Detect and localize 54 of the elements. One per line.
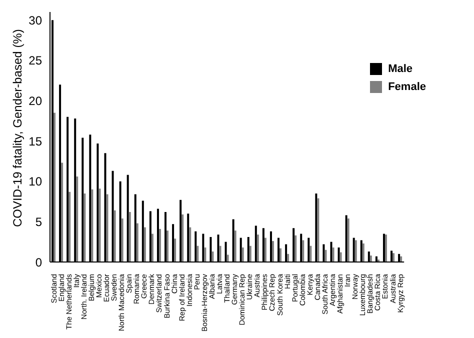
bar xyxy=(114,210,116,262)
legend-label: Female xyxy=(388,81,426,93)
bar xyxy=(287,254,290,262)
y-tick-label: 10 xyxy=(28,174,42,189)
bar xyxy=(136,223,138,262)
bar xyxy=(332,247,334,262)
bar xyxy=(128,212,131,262)
bar xyxy=(272,241,274,262)
bar xyxy=(280,248,282,262)
legend-label: Male xyxy=(388,63,413,75)
bar xyxy=(242,247,244,262)
bar xyxy=(347,218,350,262)
bar xyxy=(196,246,199,262)
bar xyxy=(158,228,161,262)
y-tick-label: 25 xyxy=(28,54,42,68)
bar xyxy=(219,246,222,262)
bar xyxy=(234,230,236,262)
bar xyxy=(54,112,56,262)
bar xyxy=(84,193,86,262)
bar xyxy=(317,198,320,262)
bar xyxy=(61,162,64,262)
bar xyxy=(354,240,357,262)
bar xyxy=(294,235,297,262)
y-tick-label: 30 xyxy=(28,13,42,28)
y-tick-label: 5 xyxy=(35,214,42,229)
bar xyxy=(68,192,71,262)
bar xyxy=(256,234,259,262)
bar xyxy=(310,246,312,262)
y-tick-label: 20 xyxy=(28,94,42,108)
bar xyxy=(174,238,176,262)
bar xyxy=(324,250,327,262)
y-axis-title: COVID-19 fatality, Gender-based (%) xyxy=(10,29,24,227)
bar xyxy=(226,254,229,262)
bar xyxy=(106,194,108,262)
bar xyxy=(212,252,214,262)
bar xyxy=(362,243,364,262)
bar xyxy=(144,227,146,262)
bar xyxy=(98,188,101,262)
bar xyxy=(370,256,372,262)
bar xyxy=(151,234,154,262)
bar xyxy=(76,176,78,262)
bar xyxy=(340,252,342,262)
bar xyxy=(302,240,304,262)
bar xyxy=(182,214,184,262)
bar xyxy=(204,247,206,262)
bar xyxy=(249,246,252,262)
bar xyxy=(166,230,169,262)
y-tick-label: 15 xyxy=(28,134,42,148)
bar xyxy=(392,253,395,262)
bar xyxy=(91,189,94,262)
y-tick-label: 0 xyxy=(35,255,42,270)
bar xyxy=(264,238,266,262)
bar xyxy=(121,218,124,262)
bar xyxy=(189,227,192,262)
